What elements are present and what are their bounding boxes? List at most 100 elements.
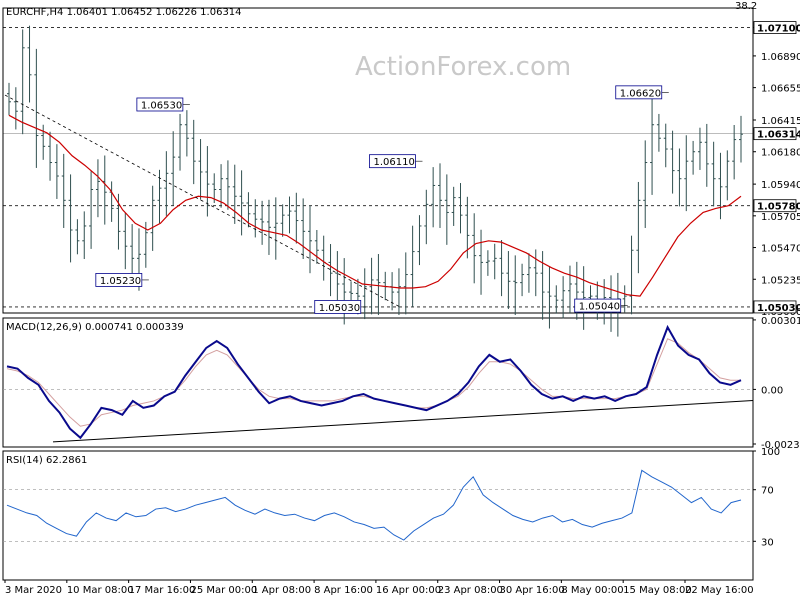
price-bar xyxy=(82,211,87,260)
x-tick-label: 30 Apr 16:00 xyxy=(500,585,565,596)
price-bar xyxy=(704,123,709,187)
price-bar xyxy=(253,199,258,238)
price-bar xyxy=(670,130,675,194)
price-bar xyxy=(677,148,682,207)
price-bar xyxy=(492,243,497,280)
price-trend-line xyxy=(4,94,401,308)
price-bar xyxy=(273,197,278,260)
macd-y-tick-label: 0.00 xyxy=(761,385,783,396)
price-bar xyxy=(362,268,367,320)
price-y-tick-label: 1.05470 xyxy=(761,244,800,255)
price-bar xyxy=(232,164,237,224)
price-bar xyxy=(725,150,730,201)
price-bar xyxy=(622,285,627,313)
price-bar xyxy=(260,200,265,245)
price-bar xyxy=(465,196,470,259)
x-tick-label: 16 Apr 00:00 xyxy=(376,585,441,596)
price-bar xyxy=(68,174,73,263)
x-tick-label: 25 Mar 00:00 xyxy=(190,585,257,596)
rsi-y-tick-label: 70 xyxy=(761,486,774,497)
macd-line xyxy=(6,324,742,440)
price-bar xyxy=(164,151,169,216)
price-bar xyxy=(294,192,299,244)
price-bar xyxy=(301,198,306,260)
price-bar xyxy=(526,253,531,293)
level-label-box xyxy=(753,199,797,213)
price-bar xyxy=(48,131,53,181)
price-bar xyxy=(225,160,230,210)
price-bar xyxy=(663,123,668,168)
price-y-tick-label: 1.05940 xyxy=(761,180,800,191)
annotation-label: 1.05230 xyxy=(100,276,141,287)
price-bar xyxy=(239,170,244,236)
price-bar xyxy=(314,230,319,264)
price-bar xyxy=(390,272,395,311)
x-tick-label: 8 Apr 16:00 xyxy=(314,585,373,596)
annotation-label: 1.06110 xyxy=(373,157,414,168)
price-bar xyxy=(410,225,415,307)
price-bar xyxy=(650,98,655,195)
level-label-box xyxy=(753,127,797,141)
price-bar xyxy=(444,174,449,245)
price-bar xyxy=(13,87,18,130)
macd-title: MACD(12,26,9) 0.000741 0.000339 xyxy=(6,322,184,333)
annotation-box xyxy=(314,300,362,314)
x-tick-label: 3 Mar 2020 xyxy=(5,585,62,596)
watermark-text: ActionForex.com xyxy=(355,52,571,82)
level-label: 1.07100 xyxy=(757,24,800,35)
x-tick-label: 15 May 08:00 xyxy=(623,585,692,596)
price-bar xyxy=(581,266,586,330)
price-bar xyxy=(684,135,689,212)
annotation-box xyxy=(615,85,663,100)
rsi-line xyxy=(6,469,742,541)
annotation-label: 1.06620 xyxy=(620,88,661,99)
price-bar xyxy=(643,140,648,228)
price-bar xyxy=(95,159,100,218)
price-bar xyxy=(396,268,401,316)
price-bar xyxy=(219,164,224,208)
price-y-tick-label: 1.05705 xyxy=(761,212,800,223)
rsi-y-tick-label: 100 xyxy=(761,447,780,458)
annotation-label: 1.06530 xyxy=(141,100,182,111)
price-bar xyxy=(102,155,107,225)
price-bar xyxy=(506,251,511,309)
price-bar xyxy=(34,48,39,168)
price-bar xyxy=(150,185,155,251)
annotation-box xyxy=(136,97,184,112)
price-bar xyxy=(547,266,552,329)
price-bar xyxy=(403,252,408,315)
macd-trend-line xyxy=(52,399,754,443)
price-bar xyxy=(61,153,66,228)
moving-average-line xyxy=(8,114,742,297)
price-bar xyxy=(554,285,559,314)
annotation-label: 1.05030 xyxy=(319,303,360,314)
top-right-value: 38.2 xyxy=(735,1,757,12)
price-bar xyxy=(308,205,313,274)
price-bar xyxy=(212,173,217,204)
price-bar xyxy=(178,113,183,171)
price-bar xyxy=(41,124,46,160)
price-bar xyxy=(280,204,285,237)
price-bar xyxy=(54,144,59,199)
price-bar xyxy=(266,199,271,255)
price-bar xyxy=(89,171,94,249)
price-bar xyxy=(27,25,32,103)
price-bar xyxy=(499,239,504,297)
level-label-box xyxy=(753,300,797,314)
price-bar xyxy=(198,139,203,200)
price-bar xyxy=(533,249,538,297)
price-bar xyxy=(540,251,545,320)
price-bar xyxy=(520,263,525,297)
x-tick-label: 17 Mar 16:00 xyxy=(129,585,196,596)
price-bar xyxy=(485,250,490,276)
price-bar xyxy=(697,127,702,170)
level-label: 1.05030 xyxy=(757,303,800,314)
price-bar xyxy=(431,167,436,228)
x-tick-label: 22 May 16:00 xyxy=(685,585,754,596)
price-bar xyxy=(561,276,566,319)
macd-y-tick-label: 0.003017 xyxy=(761,316,800,327)
price-bar xyxy=(424,189,429,245)
level-label-box xyxy=(753,21,797,34)
price-y-tick-label: 1.06180 xyxy=(761,148,800,159)
